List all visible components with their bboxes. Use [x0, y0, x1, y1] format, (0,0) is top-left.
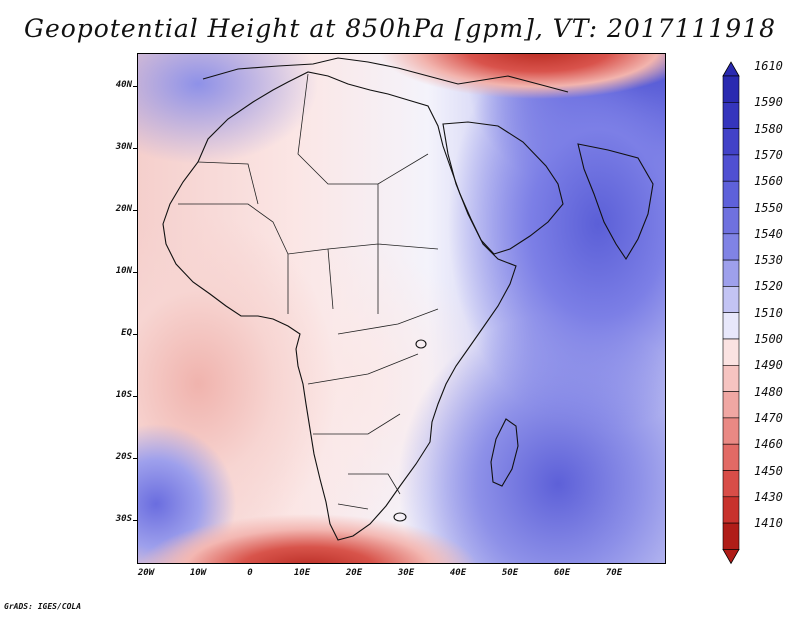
map-panel	[137, 53, 666, 564]
lat-tick	[133, 86, 138, 87]
lat-label-20n: 20N	[115, 204, 132, 214]
map-outlines	[162, 57, 654, 541]
colorbar-swatch	[722, 259, 740, 287]
colorbar-level-label: 1500	[754, 332, 783, 346]
colorbar-level-label: 1450	[754, 463, 783, 478]
africa-coastline	[162, 71, 517, 541]
lon-label-20w: 20W	[137, 568, 155, 578]
lon-label-40e: 40E	[449, 568, 467, 578]
colorbar-level-label: 1460	[754, 437, 783, 452]
lat-tick	[133, 458, 138, 459]
colorbar-swatch	[722, 391, 740, 419]
madagascar-coastline	[490, 418, 519, 487]
colorbar-level-label: 1530	[754, 253, 783, 268]
colorbar-level-label: 1410	[754, 516, 783, 531]
lat-tick	[133, 520, 138, 521]
india-coastline	[577, 143, 654, 261]
colorbar-swatch	[722, 207, 740, 235]
colorbar-level-label: 1470	[754, 410, 783, 425]
lat-label-30n: 30N	[115, 142, 132, 152]
colorbar-level-label: 1510	[754, 305, 783, 320]
colorbar-level-label: 1560	[754, 174, 783, 189]
colorbar-level-label: 1540	[754, 226, 783, 241]
lat-label-10n: 10N	[115, 266, 132, 276]
credit-text: GrADS: IGES/COLA	[4, 602, 82, 611]
lon-label-10w: 10W	[189, 568, 207, 578]
colorbar-swatch	[722, 101, 740, 129]
colorbar-swatch	[722, 233, 740, 261]
colorbar-swatch	[722, 443, 740, 471]
colorbar-level-label: 1580	[754, 121, 783, 136]
colorbar-graphic	[722, 61, 740, 565]
colorbar-level-label: 1490	[754, 358, 783, 373]
lon-label-60e: 60E	[553, 568, 571, 578]
country-borders	[178, 73, 439, 510]
lon-label-20e: 20E	[345, 568, 363, 578]
lake-victoria	[415, 339, 427, 349]
lat-label-eq: EQ	[121, 328, 132, 338]
colorbar-swatch	[722, 128, 740, 156]
lat-label-20s: 20S	[115, 452, 132, 462]
lon-label-0: 0	[247, 568, 253, 578]
colorbar-swatch	[722, 154, 740, 182]
lon-label-10e: 10E	[293, 568, 311, 578]
lon-label-50e: 50E	[501, 568, 519, 578]
colorbar-swatch	[722, 364, 740, 392]
lat-tick	[133, 396, 138, 397]
colorbar-swatch	[722, 338, 740, 366]
colorbar-level-label: 1550	[754, 200, 783, 215]
colorbar	[722, 61, 741, 569]
colorbar-bottom-arrow	[722, 548, 740, 565]
colorbar-swatch	[722, 286, 740, 313]
chart-title: Geopotential Height at 850hPa [gpm], VT:…	[23, 14, 777, 43]
lat-tick	[133, 272, 138, 273]
lat-tick	[133, 334, 138, 335]
colorbar-level-label: 1480	[754, 384, 783, 399]
lat-label-10s: 10S	[115, 390, 132, 400]
colorbar-level-label: 1610	[754, 59, 783, 73]
lat-label-30s: 30S	[115, 514, 132, 524]
colorbar-swatch	[722, 470, 740, 498]
colorbar-level-label: 1430	[754, 489, 783, 504]
colorbar-swatch	[722, 312, 740, 340]
lat-tick	[133, 210, 138, 211]
lon-label-70e: 70E	[605, 568, 623, 578]
colorbar-swatch	[722, 417, 740, 445]
colorbar-top-arrow	[722, 61, 740, 77]
europe-coastline	[202, 57, 569, 93]
colorbar-level-label: 1520	[754, 279, 783, 294]
colorbar-level-label: 1590	[754, 95, 783, 110]
lesotho-outline	[393, 512, 407, 522]
colorbar-level-label: 1570	[754, 147, 783, 162]
colorbar-swatch	[722, 75, 740, 103]
lat-tick	[133, 148, 138, 149]
colorbar-swatch	[722, 496, 740, 524]
colorbar-swatch	[722, 522, 740, 550]
colorbar-swatch	[722, 180, 740, 208]
arabia-coastline	[442, 121, 564, 255]
lat-label-40n: 40N	[115, 80, 132, 90]
lon-label-30e: 30E	[397, 568, 415, 578]
